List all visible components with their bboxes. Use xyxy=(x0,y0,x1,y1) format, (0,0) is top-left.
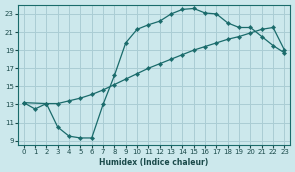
X-axis label: Humidex (Indice chaleur): Humidex (Indice chaleur) xyxy=(99,158,209,167)
